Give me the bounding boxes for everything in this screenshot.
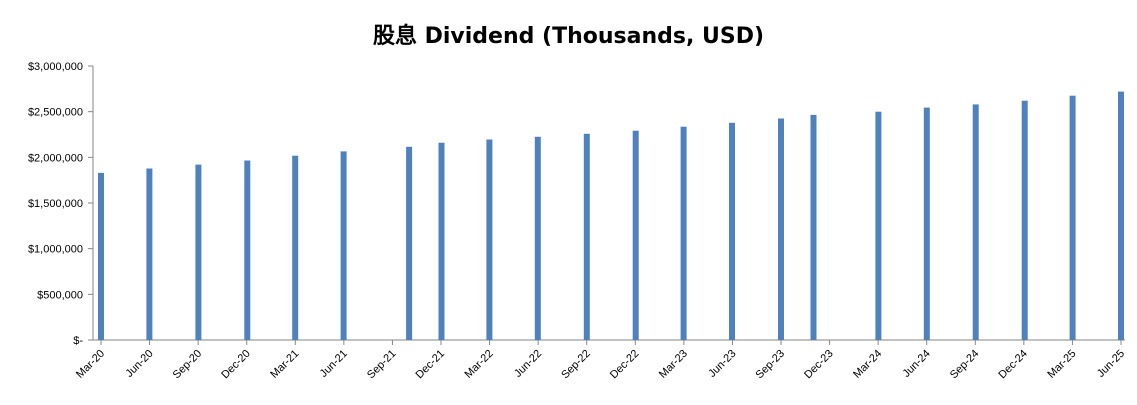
x-tick-label: Mar-21 bbox=[268, 348, 301, 381]
y-tick-label: $1,000,000 bbox=[28, 244, 83, 256]
bar bbox=[1118, 91, 1124, 340]
bar bbox=[438, 142, 445, 340]
bar bbox=[486, 139, 493, 340]
bar bbox=[340, 151, 347, 340]
bar bbox=[972, 104, 979, 341]
y-tick-label: $2,000,000 bbox=[28, 152, 83, 164]
bar bbox=[406, 146, 413, 340]
bar bbox=[1069, 95, 1076, 340]
bar bbox=[1021, 100, 1028, 340]
y-tick-label: $1,500,000 bbox=[28, 198, 83, 210]
bar bbox=[195, 164, 202, 340]
x-tick-label: Mar-23 bbox=[657, 348, 690, 381]
bar bbox=[98, 172, 104, 340]
x-tick-label: Sep-21 bbox=[365, 348, 399, 382]
y-axis: $- $500,000 $1,000,000 $1,500,000 $2,000,000… bbox=[28, 61, 94, 347]
bar bbox=[632, 130, 639, 340]
bar bbox=[583, 133, 590, 340]
bars bbox=[98, 91, 1124, 341]
x-tick-label: Dec-20 bbox=[219, 348, 253, 382]
x-tick-label: Jun-23 bbox=[706, 348, 738, 380]
x-tick-label: Sep-22 bbox=[559, 348, 593, 382]
x-tick-label: Jun-22 bbox=[512, 348, 544, 380]
bar bbox=[680, 126, 687, 340]
chart-title: 股息 Dividend (Thousands, USD) bbox=[372, 24, 765, 49]
bar bbox=[810, 114, 817, 341]
x-tick-label: Jun-25 bbox=[1095, 348, 1127, 380]
bar bbox=[778, 118, 784, 340]
x-tick-label: Jun-20 bbox=[123, 348, 155, 380]
bar bbox=[534, 136, 541, 340]
y-tick-label: $500,000 bbox=[37, 289, 83, 301]
bar bbox=[292, 155, 299, 340]
x-tick-label: Dec-22 bbox=[608, 348, 642, 382]
x-tick-label: Sep-24 bbox=[948, 348, 982, 382]
x-tick-label: Mar-25 bbox=[1045, 348, 1078, 381]
x-tick-label: Mar-24 bbox=[851, 348, 884, 381]
x-tick-label: Dec-24 bbox=[996, 348, 1030, 382]
x-tick-label: Dec-21 bbox=[414, 348, 448, 382]
bar bbox=[923, 107, 930, 340]
bar bbox=[729, 122, 735, 340]
x-tick-label: Mar-22 bbox=[463, 348, 496, 381]
bar bbox=[875, 111, 882, 340]
bar bbox=[244, 160, 251, 340]
x-tick-label: Sep-23 bbox=[754, 348, 788, 382]
x-tick-label: Sep-20 bbox=[171, 348, 205, 382]
x-tick-label: Mar-20 bbox=[74, 348, 107, 381]
y-tick-label: $- bbox=[73, 335, 83, 347]
x-tick-label: Jun-21 bbox=[318, 348, 350, 380]
x-tick-label: Jun-24 bbox=[901, 348, 933, 380]
x-axis: Mar-20 Jun-20 Sep-20 Dec-20 Mar-21 Jun-21 Sep-… bbox=[74, 339, 1127, 382]
x-tick-label: Dec-23 bbox=[802, 348, 836, 382]
bar bbox=[146, 168, 153, 340]
y-tick-label: $2,500,000 bbox=[28, 107, 83, 119]
y-tick-label: $3,000,000 bbox=[28, 61, 83, 73]
